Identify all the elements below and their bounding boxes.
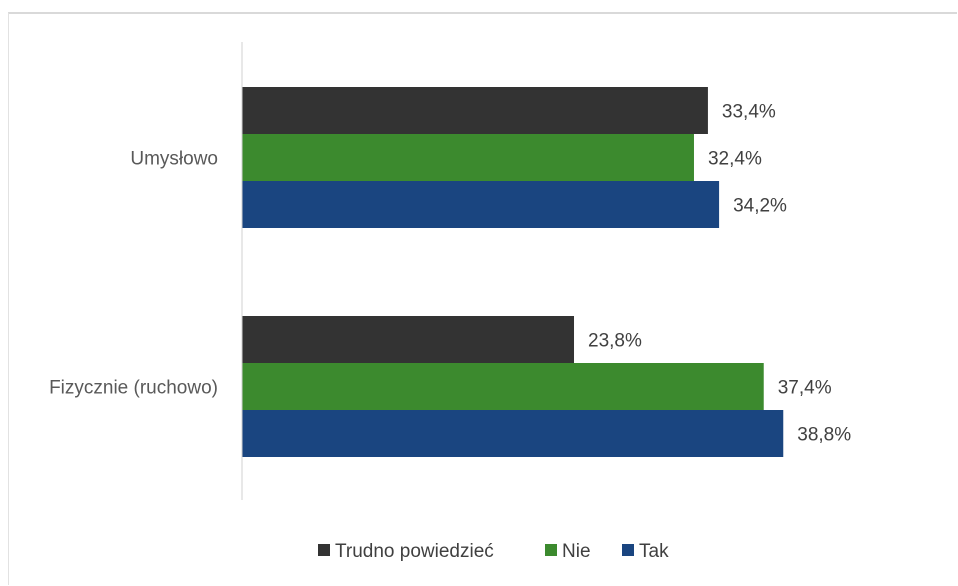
category-labels: Umysłowo Fizycznie (ruchowo) xyxy=(49,149,218,399)
bar-fizycznie-ruchowo-nie xyxy=(242,363,764,410)
data-label-umyslowo-nie: 32,4% xyxy=(708,149,762,170)
legend-swatch-trudno-powiedziec xyxy=(318,544,330,556)
legend-swatch-nie xyxy=(545,544,557,556)
bar-umyslowo-tak xyxy=(242,181,720,228)
data-label-umyslowo-tak: 34,2% xyxy=(733,196,787,217)
category-label-fizycznie-ruchowo: Fizycznie (ruchowo) xyxy=(49,378,218,399)
bar-umyslowo-trudno-powiedziec xyxy=(242,87,708,134)
bar-umyslowo-nie xyxy=(242,134,694,181)
legend-label-trudno-powiedziec: Trudno powiedzieć xyxy=(335,541,494,562)
bar-fizycznie-ruchowo-tak xyxy=(242,410,784,457)
data-label-fizycznie-ruchowo-nie: 37,4% xyxy=(778,378,832,399)
legend-label-nie: Nie xyxy=(562,541,591,562)
data-label-umyslowo-trudno-powiedziec: 33,4% xyxy=(722,102,776,123)
bar-fizycznie-ruchowo-trudno-powiedziec xyxy=(242,316,575,363)
data-labels: 33,4% 32,4% 34,2% 23,8% 37,4% 38,8% xyxy=(588,102,851,446)
category-label-umyslowo: Umysłowo xyxy=(130,149,218,170)
legend: Trudno powiedzieć Nie Tak xyxy=(318,541,669,562)
bars-group xyxy=(242,87,784,457)
legend-label-tak: Tak xyxy=(639,541,669,562)
data-label-fizycznie-ruchowo-tak: 38,8% xyxy=(797,425,851,446)
legend-swatch-tak xyxy=(622,544,634,556)
data-label-fizycznie-ruchowo-trudno-powiedziec: 23,8% xyxy=(588,331,642,352)
chart-frame xyxy=(8,12,957,585)
